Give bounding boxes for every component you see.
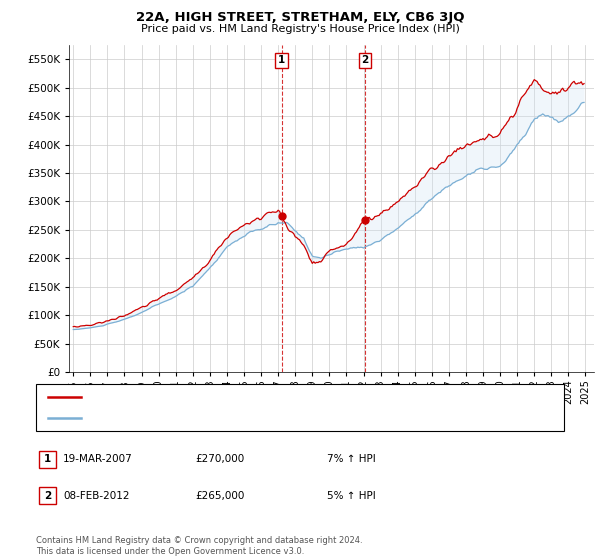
Text: Price paid vs. HM Land Registry's House Price Index (HPI): Price paid vs. HM Land Registry's House … (140, 24, 460, 34)
Text: 08-FEB-2012: 08-FEB-2012 (63, 491, 130, 501)
Text: £270,000: £270,000 (195, 454, 244, 464)
Text: 22A, HIGH STREET, STRETHAM, ELY, CB6 3JQ (detached house): 22A, HIGH STREET, STRETHAM, ELY, CB6 3JQ… (88, 392, 396, 402)
Text: Contains HM Land Registry data © Crown copyright and database right 2024.
This d: Contains HM Land Registry data © Crown c… (36, 536, 362, 556)
Text: 5% ↑ HPI: 5% ↑ HPI (327, 491, 376, 501)
Text: 19-MAR-2007: 19-MAR-2007 (63, 454, 133, 464)
Text: 2: 2 (361, 55, 369, 65)
Text: 1: 1 (44, 454, 51, 464)
Text: 1: 1 (278, 55, 286, 65)
Text: 22A, HIGH STREET, STRETHAM, ELY, CB6 3JQ: 22A, HIGH STREET, STRETHAM, ELY, CB6 3JQ (136, 11, 464, 24)
Text: 7% ↑ HPI: 7% ↑ HPI (327, 454, 376, 464)
Text: £265,000: £265,000 (195, 491, 244, 501)
Text: 2: 2 (44, 491, 51, 501)
Text: HPI: Average price, detached house, East Cambridgeshire: HPI: Average price, detached house, East… (88, 413, 371, 423)
